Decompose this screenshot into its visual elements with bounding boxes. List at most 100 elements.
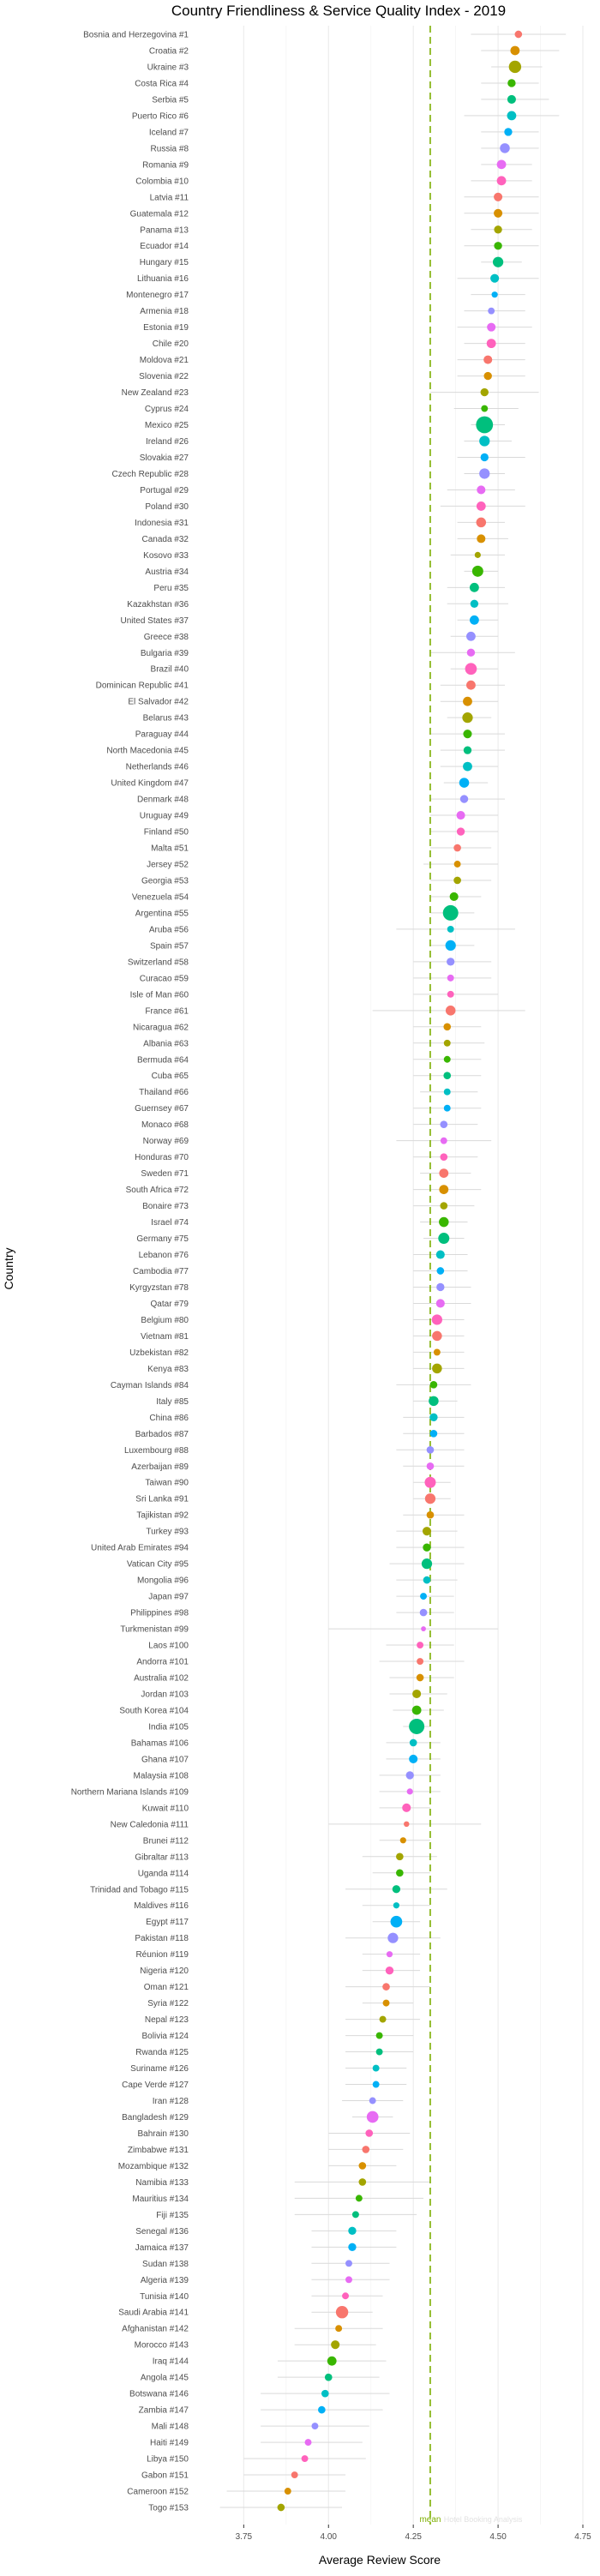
country-label: Algeria #139 <box>141 2276 189 2285</box>
country-label: Isle of Man #60 <box>130 990 189 1000</box>
data-point <box>456 811 465 820</box>
data-point <box>488 307 495 315</box>
country-label: Greece #38 <box>144 633 189 642</box>
data-point <box>422 1527 432 1536</box>
data-point <box>411 1705 422 1715</box>
country-label: Montenegro #17 <box>126 291 189 300</box>
country-label: Lebanon #76 <box>139 1251 189 1260</box>
country-label: Cyprus #24 <box>145 405 189 414</box>
country-label: Northern Mariana Islands #109 <box>71 1787 189 1797</box>
country-label: Armenia #18 <box>140 307 189 316</box>
country-label: Cuba #65 <box>152 1072 189 1081</box>
data-point <box>291 2471 298 2478</box>
country-label: Honduras #70 <box>135 1153 189 1162</box>
country-label: Kosovo #33 <box>143 551 189 561</box>
data-point <box>465 663 477 676</box>
data-point <box>494 192 503 201</box>
data-point <box>466 648 476 657</box>
data-point <box>494 225 502 234</box>
data-point <box>433 1348 441 1356</box>
x-tick-label: 4.00 <box>321 2532 338 2542</box>
data-point <box>483 355 493 364</box>
mean-layer: mean <box>419 26 441 2525</box>
country-label: Romania #9 <box>142 160 189 170</box>
data-point <box>476 501 486 511</box>
data-point <box>396 1869 404 1877</box>
country-label: Fiji #135 <box>156 2211 189 2220</box>
data-point <box>335 2325 343 2333</box>
country-label: Panama #13 <box>140 225 189 235</box>
data-point <box>409 1718 425 1734</box>
data-point <box>443 1072 452 1080</box>
data-point <box>469 582 479 592</box>
country-label: Jersey #52 <box>147 860 189 869</box>
country-label: Germany #75 <box>136 1234 189 1244</box>
country-label: Zimbabwe #131 <box>128 2146 189 2155</box>
country-label: Suriname #126 <box>130 2064 189 2074</box>
country-label: Bosnia and Herzegovina #1 <box>83 31 189 40</box>
data-point <box>476 416 494 434</box>
data-point <box>479 435 490 447</box>
data-point <box>429 1381 438 1389</box>
country-label: Taiwan #90 <box>145 1479 189 1488</box>
country-label: Bonaire #73 <box>142 1202 189 1211</box>
data-point <box>469 615 479 625</box>
data-point <box>471 565 483 577</box>
data-point <box>507 111 517 121</box>
data-point <box>476 517 487 528</box>
data-point <box>470 599 479 608</box>
country-label: Vietnam #81 <box>141 1332 189 1342</box>
data-point <box>440 1120 448 1128</box>
data-point <box>463 696 472 706</box>
data-point <box>301 2455 309 2463</box>
country-label: Bolivia #124 <box>142 2032 189 2041</box>
data-point <box>423 1576 431 1584</box>
country-label: Sweden #71 <box>141 1169 189 1179</box>
data-point <box>496 176 507 186</box>
country-label: Norway #69 <box>143 1137 189 1146</box>
data-point <box>304 2439 312 2447</box>
country-label: Maldives #116 <box>134 1901 189 1911</box>
country-label: Nigeria #120 <box>140 1967 189 1976</box>
country-label: Monaco #68 <box>141 1120 189 1130</box>
data-point <box>345 2276 352 2284</box>
x-tick-label: 3.75 <box>236 2532 253 2542</box>
country-label: Tunisia #140 <box>140 2292 189 2302</box>
x-tick-label: 4.75 <box>574 2532 591 2542</box>
x-axis-ticks: 3.75 4.00 4.25 4.50 4.75 <box>236 2525 591 2542</box>
country-label: Tajikistan #92 <box>136 1511 189 1521</box>
data-point <box>417 1642 424 1649</box>
data-point <box>419 1608 428 1617</box>
country-label: Laos #100 <box>148 1642 189 1651</box>
data-point <box>453 861 461 868</box>
data-point <box>379 2015 387 2023</box>
data-point <box>426 1445 435 1454</box>
ci-layer <box>219 33 567 2508</box>
country-label: Cameroon #152 <box>127 2488 189 2497</box>
data-point <box>453 844 461 852</box>
country-label: Cayman Islands #84 <box>111 1381 189 1390</box>
data-point <box>480 453 489 462</box>
data-point <box>421 1626 426 1631</box>
country-label: Oman #121 <box>144 1983 189 1992</box>
data-point <box>496 159 507 170</box>
country-label: Lithuania #16 <box>137 274 189 284</box>
data-point <box>355 2195 363 2202</box>
point-layer <box>277 30 523 2512</box>
data-point <box>372 2081 380 2088</box>
country-label: Estonia #19 <box>143 323 189 333</box>
country-label: Slovenia #22 <box>139 372 189 381</box>
data-point <box>477 485 486 495</box>
country-label: United Arab Emirates #94 <box>91 1544 189 1553</box>
data-point <box>331 2340 340 2350</box>
data-point <box>443 1055 451 1063</box>
data-point <box>348 2226 357 2236</box>
data-point <box>507 94 516 104</box>
country-label: Cambodia #77 <box>133 1267 189 1276</box>
country-label: Gibraltar #113 <box>135 1852 189 1862</box>
data-point <box>277 2503 285 2512</box>
data-point <box>432 1330 442 1342</box>
country-label: Bangladesh #129 <box>122 2113 189 2123</box>
data-point <box>442 904 459 921</box>
data-point <box>369 2097 376 2105</box>
